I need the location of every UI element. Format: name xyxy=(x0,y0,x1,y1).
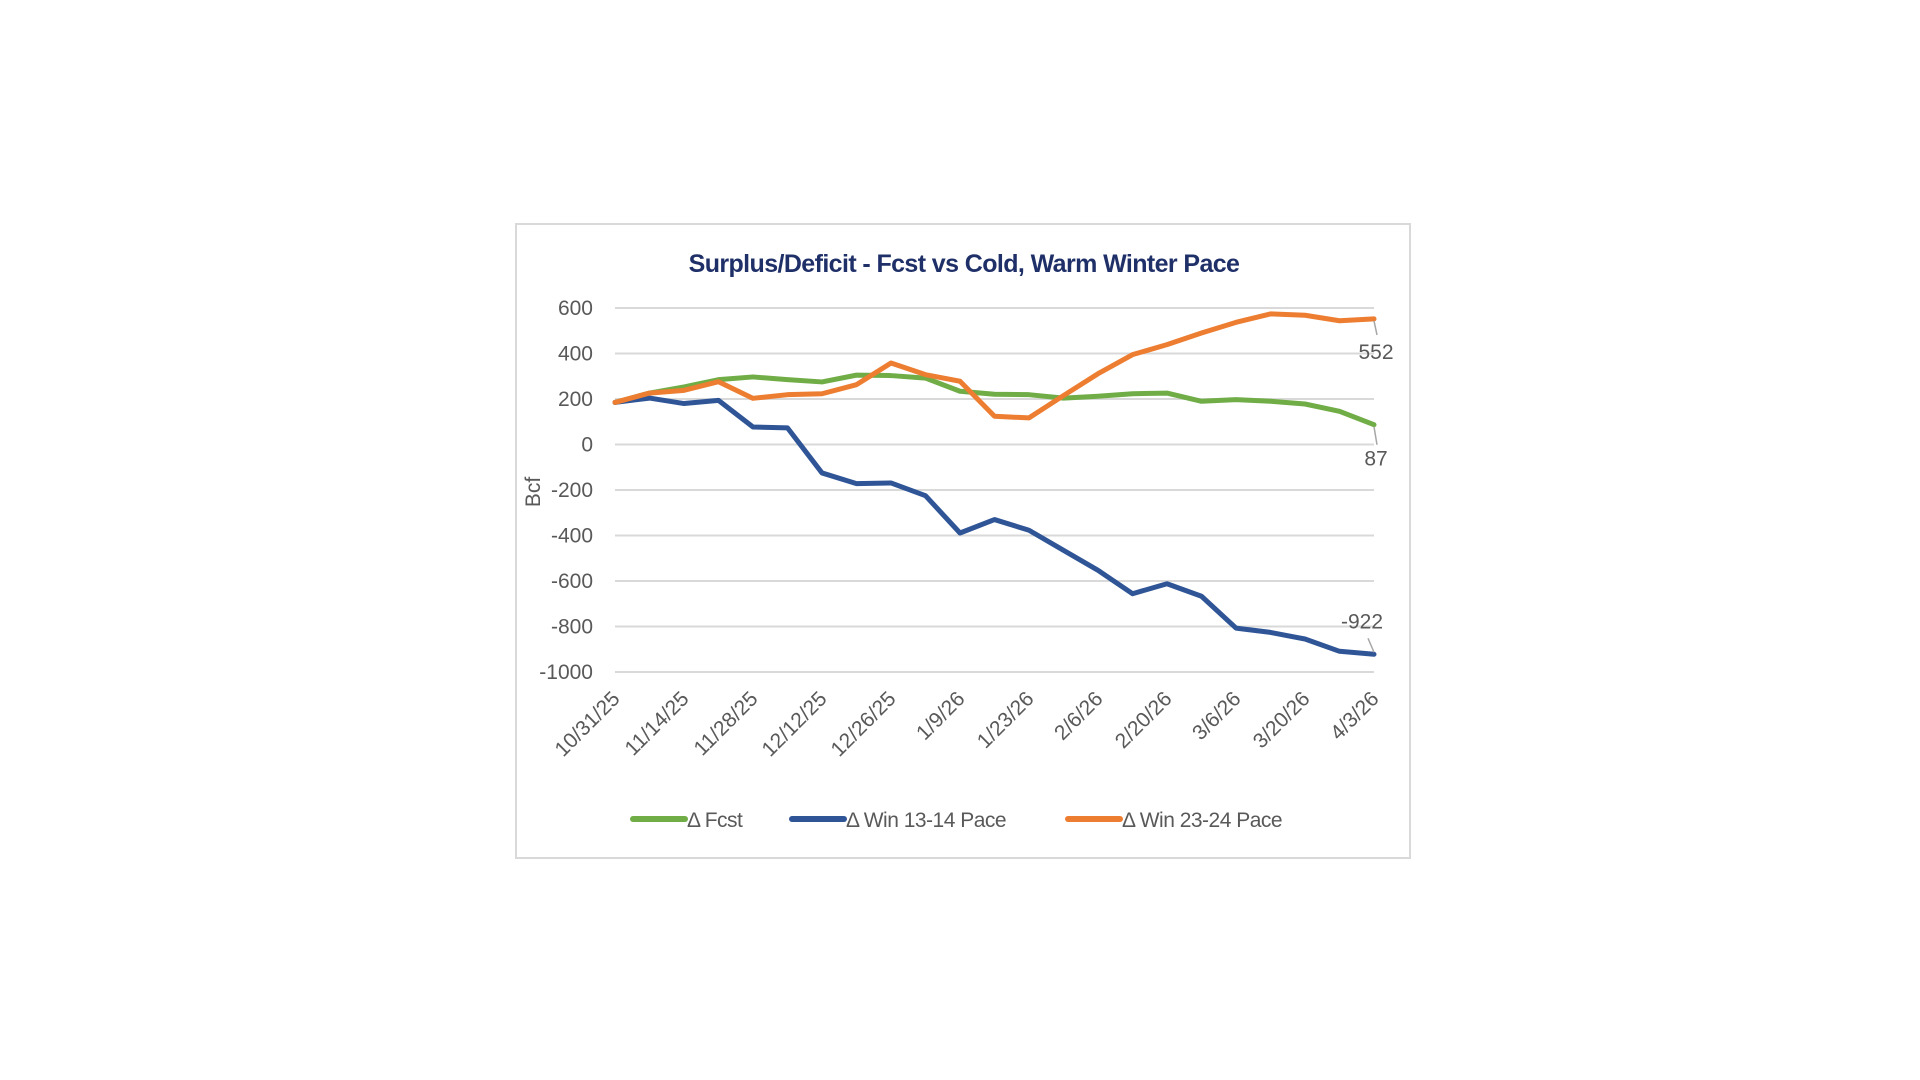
data-label-end: 87 xyxy=(1364,448,1387,471)
data-label-leader xyxy=(1367,637,1375,653)
data-label-leader xyxy=(1373,320,1378,336)
legend-label-1: Δ Win 13-14 Pace xyxy=(846,809,1006,832)
y-tick-label: -800 xyxy=(551,616,593,639)
y-tick-label: -600 xyxy=(551,570,593,593)
y-tick-label: 600 xyxy=(558,297,593,320)
y-tick-label: -1000 xyxy=(539,661,593,684)
y-tick-label: -200 xyxy=(551,479,593,502)
data-label-end: 552 xyxy=(1358,341,1393,364)
y-axis-label: Bcf xyxy=(522,477,545,508)
y-tick-label: 400 xyxy=(558,343,593,366)
y-tick-label: 0 xyxy=(581,434,593,457)
data-label-leader xyxy=(1373,426,1378,445)
y-tick-label: -400 xyxy=(551,525,593,548)
legend-label-0: Δ Fcst xyxy=(687,809,743,832)
chart-frame xyxy=(515,223,1411,859)
legend-label-2: Δ Win 23-24 Pace xyxy=(1122,809,1282,832)
data-label-end: -922 xyxy=(1341,610,1383,633)
chart-title: Surplus/Deficit - Fcst vs Cold, Warm Win… xyxy=(689,250,1240,278)
y-tick-label: 200 xyxy=(558,388,593,411)
